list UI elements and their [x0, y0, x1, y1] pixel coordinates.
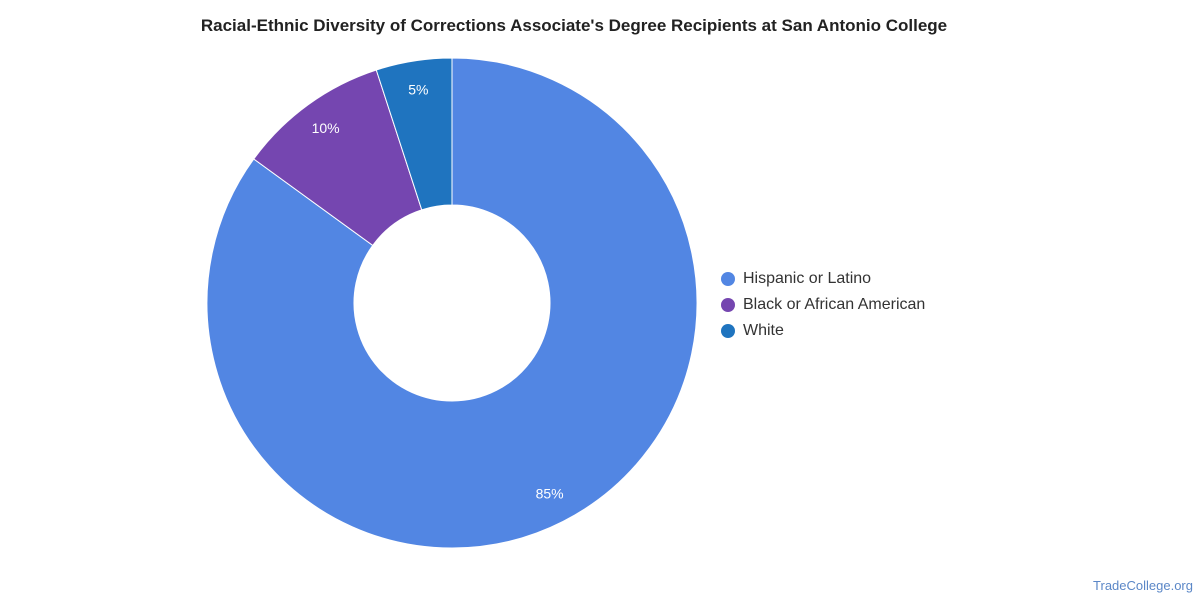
- legend-label-hispanic: Hispanic or Latino: [743, 270, 872, 287]
- slice-label-black: 10%: [312, 120, 340, 136]
- legend-item-hispanic[interactable]: Hispanic or Latino: [721, 266, 925, 292]
- legend-swatch-hispanic: [721, 272, 735, 286]
- slice-label-hispanic: 85%: [536, 485, 564, 501]
- legend-swatch-white: [721, 324, 735, 338]
- slice-hispanic[interactable]: [206, 57, 698, 549]
- slice-white[interactable]: [375, 57, 453, 211]
- legend-label-white: White: [743, 322, 784, 339]
- legend-swatch-black: [721, 298, 735, 312]
- legend-item-black[interactable]: Black or African American: [721, 292, 925, 318]
- chart-legend: Hispanic or Latino Black or African Amer…: [721, 266, 925, 344]
- legend-label-black: Black or African American: [743, 296, 926, 313]
- chart-title: Racial-Ethnic Diversity of Corrections A…: [200, 16, 948, 35]
- watermark-link[interactable]: TradeCollege.org: [1093, 578, 1193, 593]
- legend-item-white[interactable]: White: [721, 318, 925, 344]
- slice-label-white: 5%: [408, 81, 428, 97]
